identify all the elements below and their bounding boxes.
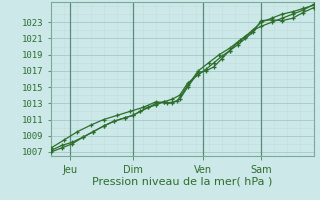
X-axis label: Pression niveau de la mer( hPa ): Pression niveau de la mer( hPa ): [92, 176, 273, 186]
